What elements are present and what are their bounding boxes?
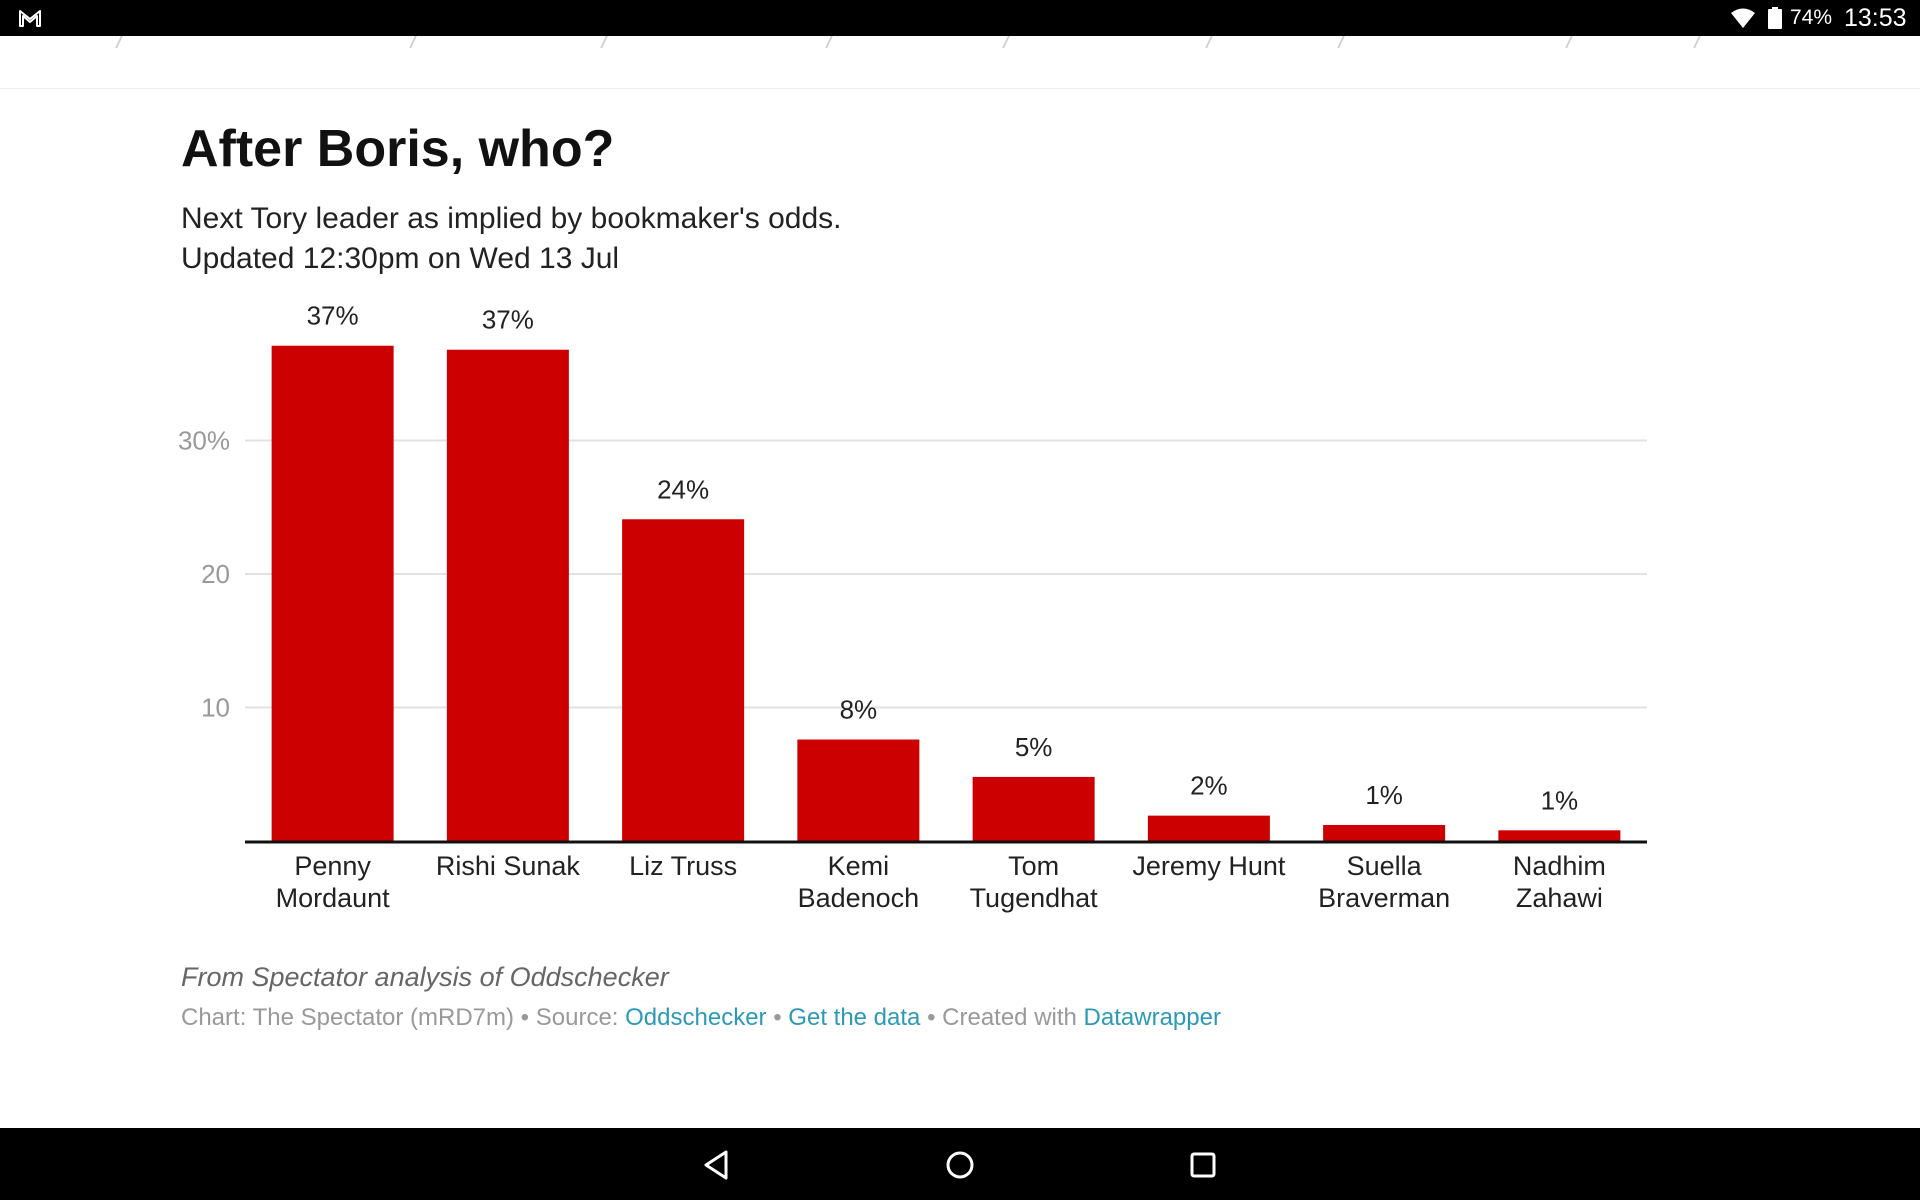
bars — [271, 345, 1621, 841]
datawrapper-link[interactable]: Datawrapper — [1083, 1004, 1221, 1031]
chart-updated-line: Updated 12:30pm on Wed 13 Jul — [181, 242, 620, 275]
category-label: Nadhim — [1513, 851, 1606, 881]
bar[interactable] — [972, 776, 1095, 841]
back-icon[interactable] — [700, 1148, 734, 1182]
category-label: Rishi Sunak — [436, 851, 581, 881]
bar[interactable] — [797, 739, 920, 841]
status-bar: 74% 13:53 — [0, 0, 1920, 36]
chart-footer: Chart: The Spectator (mRD7m) • Source: O… — [181, 1004, 1221, 1032]
data-label: 5% — [1015, 732, 1053, 762]
clock: 13:53 — [1844, 4, 1907, 32]
battery-percentage: 74% — [1790, 6, 1833, 29]
data-label: 37% — [307, 301, 359, 331]
category-label: Tugendhat — [970, 883, 1099, 913]
created-with-label: Created with — [942, 1004, 1077, 1031]
category-label: Mordaunt — [276, 883, 391, 913]
y-tick-label: 10 — [201, 693, 230, 723]
bar[interactable] — [1147, 815, 1270, 841]
bar[interactable] — [1498, 830, 1621, 841]
data-label: 2% — [1190, 771, 1228, 801]
category-label: Zahawi — [1516, 883, 1603, 913]
chart-subtitle-line: Next Tory leader as implied by bookmaker… — [181, 202, 842, 235]
separator: • — [520, 1004, 530, 1031]
chart-title: After Boris, who? — [181, 120, 615, 178]
bar-chart: 10 20 30% 37% 37% 24% 8% 5% 2% 1% 1% PennyMordaun… — [178, 301, 1647, 913]
category-label: Penny — [294, 851, 371, 881]
data-label: 1% — [1541, 785, 1579, 815]
wifi-icon — [1731, 8, 1755, 28]
data-label: 1% — [1365, 780, 1403, 810]
y-tick-label: 20 — [201, 559, 230, 589]
bar[interactable] — [622, 519, 745, 841]
data-label: 37% — [482, 305, 534, 335]
category-label: Badenoch — [798, 883, 920, 913]
y-tick-label: 30% — [178, 426, 230, 456]
bar[interactable] — [1323, 824, 1446, 841]
source-label: Source: — [535, 1004, 619, 1031]
chart-credit: Chart: The Spectator (mRD7m) — [181, 1004, 514, 1031]
battery-icon — [1768, 7, 1782, 29]
recents-icon[interactable] — [1186, 1148, 1220, 1182]
separator: • — [773, 1004, 782, 1031]
get-the-data-link[interactable]: Get the data — [788, 1004, 921, 1031]
page-header-strip — [0, 36, 1920, 89]
category-label: Suella — [1347, 851, 1423, 881]
home-icon[interactable] — [943, 1148, 977, 1182]
category-label: Jeremy Hunt — [1132, 851, 1286, 881]
category-label: Liz Truss — [629, 851, 737, 881]
chart-notes: From Spectator analysis of Oddschecker — [181, 962, 669, 992]
data-labels: 37% 37% 24% 8% 5% 2% 1% 1% — [307, 301, 1579, 816]
bar[interactable] — [446, 349, 569, 841]
category-label: Tom — [1008, 851, 1059, 881]
gmail-icon — [19, 10, 41, 27]
separator: • — [927, 1004, 936, 1031]
y-axis-ticks: 10 20 30% — [178, 426, 230, 723]
data-label: 24% — [657, 474, 709, 504]
navigation-bar — [0, 1128, 1920, 1200]
category-label: Kemi — [828, 851, 890, 881]
category-label: Braverman — [1318, 883, 1450, 913]
bar[interactable] — [271, 345, 394, 841]
source-link[interactable]: Oddschecker — [625, 1004, 767, 1031]
data-label: 8% — [840, 695, 878, 725]
